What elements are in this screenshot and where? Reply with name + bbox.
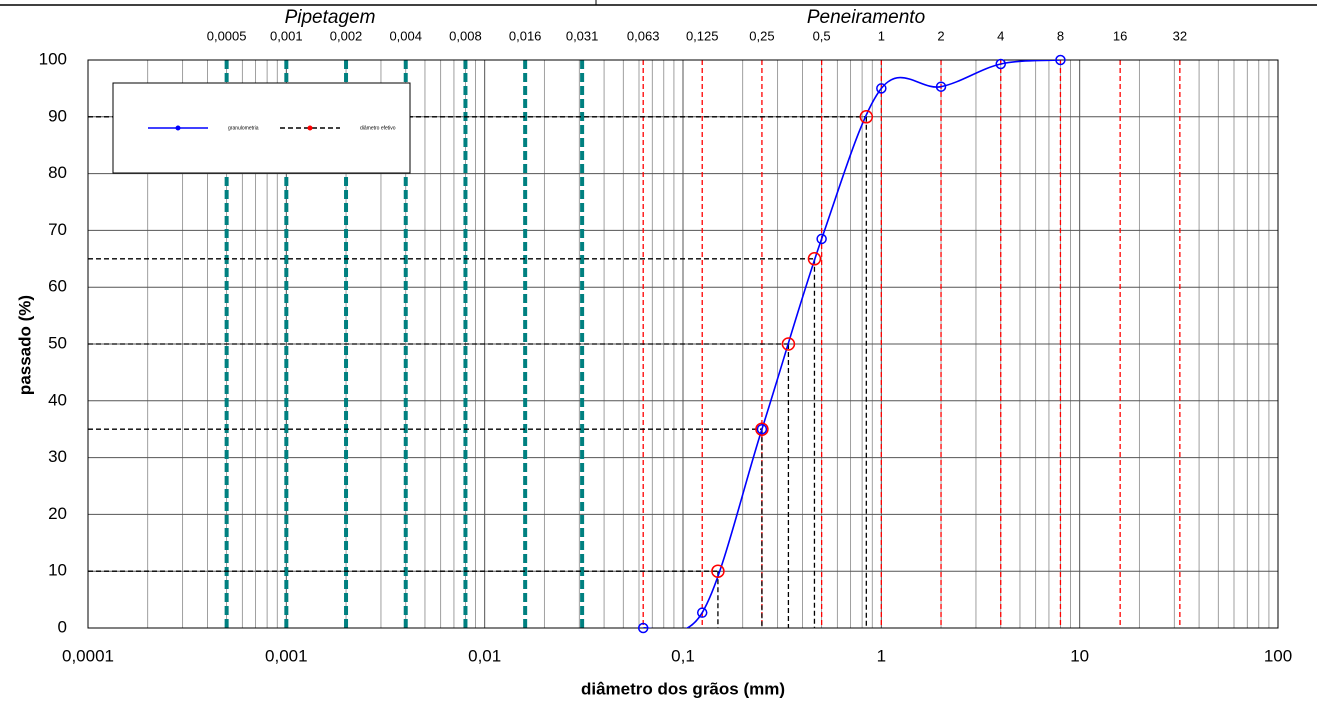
x-tick-label: 100 [1264, 646, 1292, 665]
data-point [935, 81, 947, 92]
x-tick-label: 0,1 [671, 646, 695, 665]
reference-label: 0,001 [270, 28, 303, 43]
x-tick-label: 0,0001 [62, 646, 114, 665]
reference-label: 0,125 [686, 28, 719, 43]
y-tick-label: 40 [48, 390, 67, 409]
reference-label: 1 [878, 28, 885, 43]
reference-label: 32 [1173, 28, 1187, 43]
y-tick-label: 100 [39, 49, 67, 68]
reference-label: 0,25 [749, 28, 774, 43]
reference-label: 4 [997, 28, 1004, 43]
y-tick-label: 70 [48, 220, 67, 239]
data-point [711, 564, 725, 578]
plot-frame [87, 59, 1279, 629]
data-point [637, 622, 649, 634]
legend-label: diâmetro efetivo [360, 125, 396, 131]
legend-marker [307, 125, 313, 131]
x-tick-label: 1 [877, 646, 886, 665]
reference-label: 0,016 [509, 28, 542, 43]
group-title: Pipetagem [285, 7, 376, 28]
data-point [995, 58, 1006, 70]
reference-label: 16 [1113, 28, 1127, 43]
reference-label: 0,002 [330, 28, 363, 43]
y-tick-label: 20 [48, 504, 67, 523]
data-point [781, 337, 796, 351]
legend-label: granulometria [228, 125, 259, 131]
data-point [696, 607, 708, 618]
guides [88, 116, 867, 628]
legend: granulometria diâmetro efetivo [112, 82, 411, 174]
group-title: Peneiramento [807, 7, 925, 28]
reference-label: 0,031 [566, 28, 599, 43]
data-point [859, 110, 874, 124]
data-point [1055, 54, 1066, 66]
x-tick-label: 0,001 [265, 646, 308, 665]
data-point [816, 233, 827, 245]
data-line [643, 60, 1061, 628]
data-point [876, 83, 887, 94]
reference-label: 0,004 [389, 28, 422, 43]
data-point [756, 423, 768, 435]
y-tick-label: 0 [58, 617, 67, 636]
reference-label: 0,0005 [207, 28, 247, 43]
axes: 0,0001 0,001 0,01 0,1 1 10 100 0 10 20 30 40 50 60 70 8… [39, 28, 1293, 665]
y-tick-label: 60 [48, 277, 67, 296]
reference-label: 0,5 [813, 28, 831, 43]
y-tick-label: 90 [48, 106, 67, 125]
y-axis-title: passado (%) [15, 295, 34, 395]
data-point [807, 252, 822, 266]
legend-marker [175, 125, 181, 131]
x-tick-label: 10 [1070, 646, 1089, 665]
series [637, 54, 1066, 634]
y-tick-label: 50 [48, 333, 67, 352]
reference-label: 8 [1057, 28, 1064, 43]
data-point [755, 422, 769, 436]
y-tick-label: 30 [48, 447, 67, 466]
x-axis-title: diâmetro dos grãos (mm) [581, 679, 785, 698]
reference-label: 2 [937, 28, 944, 43]
reference-label: 0,063 [627, 28, 660, 43]
reference-label: 0,008 [449, 28, 482, 43]
y-tick-label: 80 [48, 163, 67, 182]
x-tick-label: 0,01 [468, 646, 501, 665]
y-tick-label: 10 [48, 561, 67, 580]
